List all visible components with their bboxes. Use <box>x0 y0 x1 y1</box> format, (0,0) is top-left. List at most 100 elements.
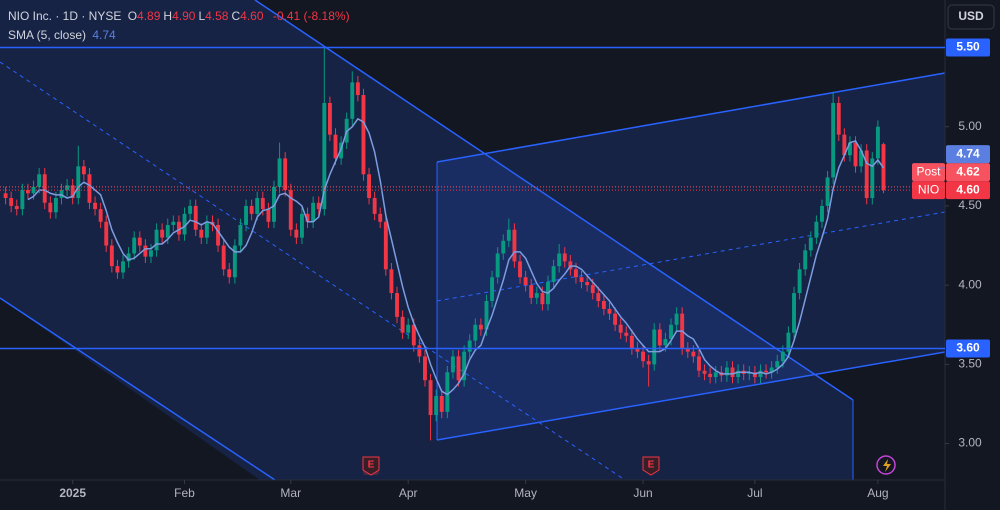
candle-body <box>59 190 64 199</box>
candle-body <box>663 339 668 346</box>
ohlc-key: O <box>127 9 138 23</box>
candle-body <box>260 198 265 210</box>
y-tick-label: 3.50 <box>958 357 982 371</box>
candle-body <box>808 237 813 251</box>
candle-body <box>299 213 304 238</box>
candle-body <box>434 396 439 416</box>
candle-body <box>367 174 372 199</box>
price-badge-label: 5.50 <box>956 40 980 54</box>
channel-line <box>436 72 945 163</box>
candle-body <box>199 229 204 238</box>
x-tick-label: Aug <box>867 486 888 500</box>
indicator-name[interactable]: SMA (5, close) <box>8 28 87 42</box>
candle-body <box>467 340 472 352</box>
candle-body <box>713 372 718 378</box>
candle-body <box>551 266 556 282</box>
candle-body <box>724 367 729 376</box>
svg-text:E: E <box>368 460 375 471</box>
candle-body <box>518 261 522 278</box>
candle-body <box>372 198 377 214</box>
y-tick-label: 5.00 <box>958 119 982 133</box>
candle-body <box>26 190 30 194</box>
candle-body <box>37 174 42 187</box>
candle-body <box>836 102 841 135</box>
x-tick-label: Jun <box>633 486 652 500</box>
currency-button[interactable] <box>947 4 995 30</box>
candle-body <box>417 345 422 357</box>
candle-body <box>109 245 114 267</box>
x-tick-label: Mar <box>280 486 301 500</box>
candle-body <box>736 370 741 378</box>
candle-body <box>160 229 165 238</box>
ohlc-value: 4.58 <box>205 9 229 23</box>
currency[interactable]: USD <box>958 9 984 23</box>
candle-body <box>132 237 137 254</box>
indicator-value: 4.74 <box>92 28 116 42</box>
candle-body <box>534 293 539 298</box>
candle-body <box>490 277 495 301</box>
x-tick-label: Apr <box>399 486 418 500</box>
candle-body <box>277 158 282 187</box>
candle-body <box>529 285 534 298</box>
candle-body <box>305 213 310 222</box>
candle-body <box>797 269 802 294</box>
candle-body <box>523 277 528 286</box>
channel-line <box>436 351 945 441</box>
candle-body <box>803 250 808 270</box>
candle-body <box>20 190 25 210</box>
candle-body <box>495 253 500 278</box>
candle-body <box>238 224 243 246</box>
channel-line <box>0 297 276 480</box>
candle-body <box>350 82 355 119</box>
y-tick-label: 3.00 <box>958 436 982 450</box>
candle-body <box>758 370 763 378</box>
svg-text:E: E <box>648 460 655 471</box>
symbol[interactable]: NIO Inc. · 1D · NYSE <box>8 9 122 23</box>
ohlc-key: C <box>231 9 241 23</box>
candle-body <box>669 324 673 340</box>
candle-body <box>652 329 657 365</box>
candle-body <box>579 277 584 282</box>
ohlc-value: 4.90 <box>172 9 196 23</box>
candle-body <box>792 293 796 333</box>
candle-body <box>853 142 858 167</box>
x-tick-label: May <box>514 486 537 500</box>
candle-body <box>697 356 701 371</box>
y-tick-label: 4.00 <box>958 277 982 291</box>
candle-body <box>780 351 785 362</box>
y-tick-label: 4.50 <box>958 198 982 212</box>
ohlc-value: 4.60 <box>240 9 264 23</box>
candle-body <box>406 324 411 333</box>
price-badge <box>946 38 990 57</box>
candle-body <box>450 356 455 373</box>
series <box>3 47 886 441</box>
candle-body <box>775 361 780 368</box>
candle-body <box>657 329 662 346</box>
candle-body <box>557 253 562 267</box>
candle-body <box>646 361 651 365</box>
candle-body <box>255 198 260 214</box>
price-badge-label: 3.60 <box>956 341 980 355</box>
x-tick-label: Feb <box>174 486 195 500</box>
event-icon[interactable] <box>876 455 896 475</box>
candle-body <box>624 332 629 336</box>
price-tag-label: 4.60 <box>956 182 980 196</box>
earnings-icon[interactable]: E <box>362 456 380 476</box>
candle-body <box>613 313 618 325</box>
channel-line <box>254 0 854 401</box>
candle-body <box>137 237 142 246</box>
candle-body <box>473 324 478 341</box>
x-tick-label: 2025 <box>59 486 86 500</box>
candle-body <box>143 245 148 257</box>
candle-body <box>14 205 19 210</box>
earnings-icon[interactable]: E <box>642 456 660 476</box>
candle-body <box>752 372 757 378</box>
price-tag-name: Post <box>916 164 941 178</box>
candle-body <box>389 269 394 294</box>
candle-body <box>42 174 47 203</box>
candle-body <box>423 356 427 381</box>
price-tag-name: NIO <box>918 182 939 196</box>
candle-body <box>607 308 612 314</box>
candle-body <box>618 324 623 333</box>
